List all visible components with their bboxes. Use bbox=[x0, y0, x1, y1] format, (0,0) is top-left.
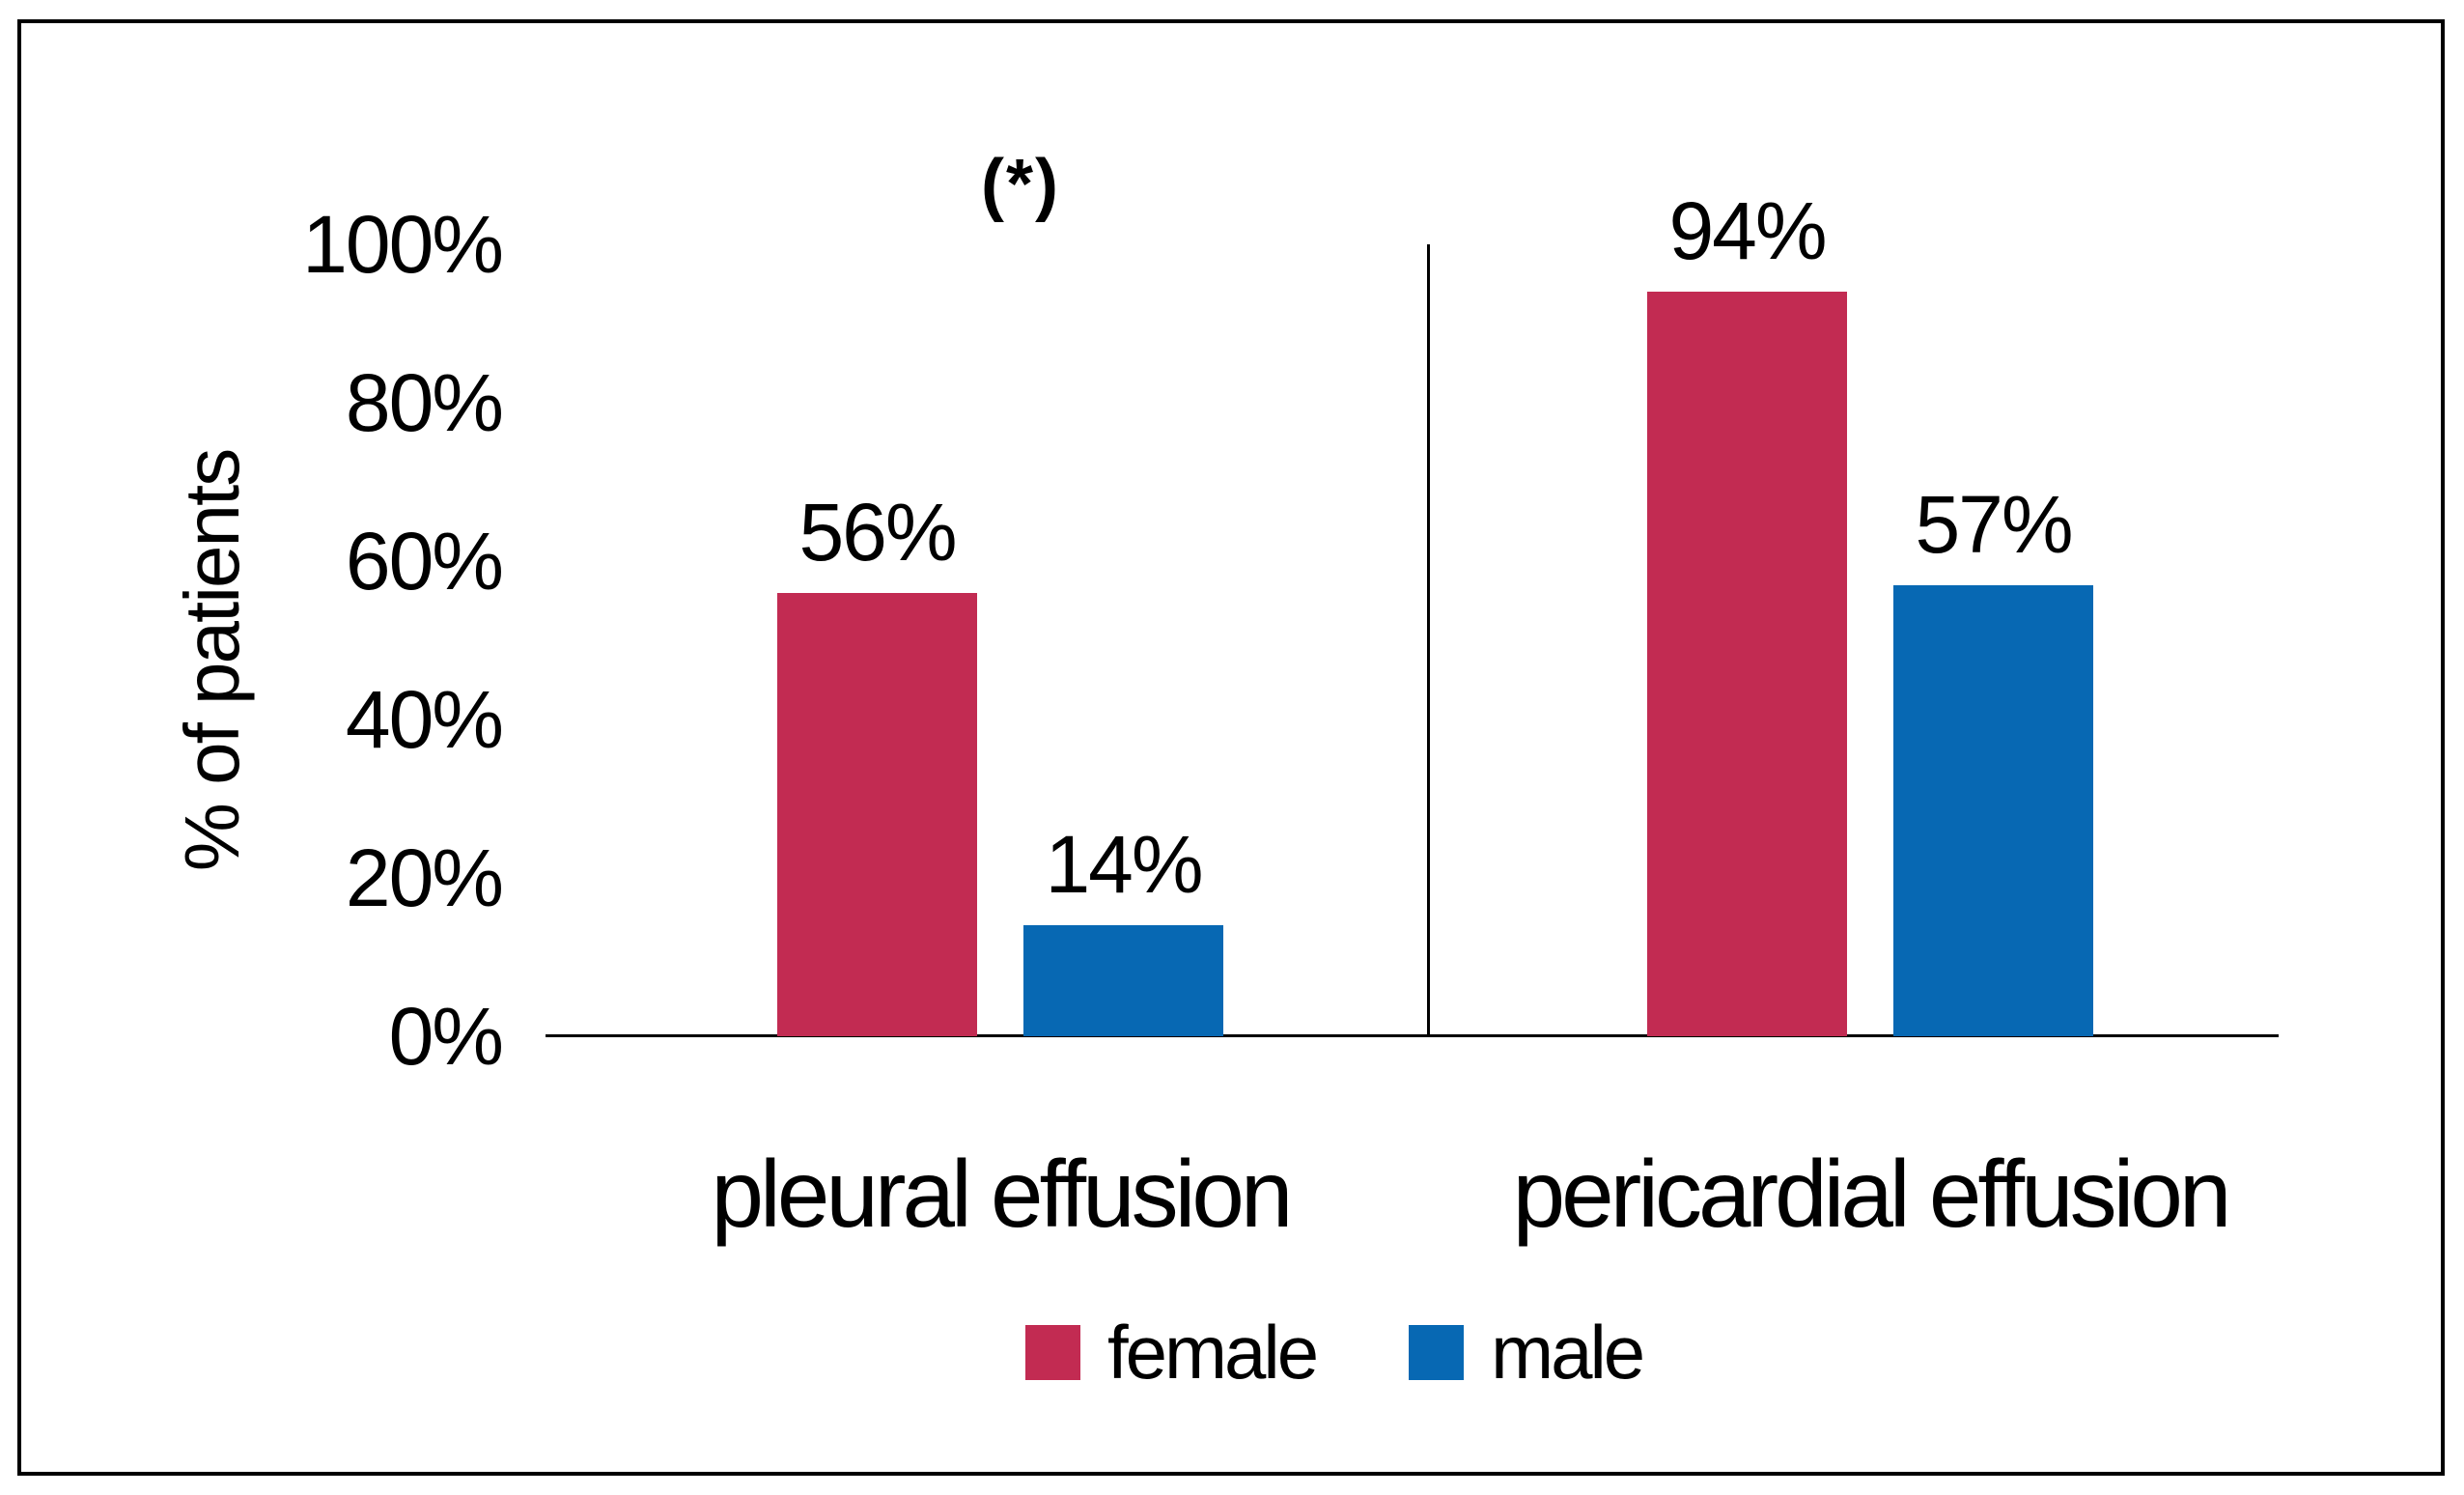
bar-group: 56% 14% bbox=[777, 244, 1223, 1036]
significance-annotation: (*) bbox=[981, 146, 1060, 223]
y-tick-label: 60% bbox=[345, 516, 504, 606]
legend: female male bbox=[1025, 1306, 1645, 1398]
legend-label: female bbox=[1107, 1309, 1319, 1395]
y-tick-label: 80% bbox=[345, 357, 504, 448]
y-tick-label: 100% bbox=[302, 199, 504, 290]
category-label: pericardial effusion bbox=[1512, 1141, 2232, 1247]
bar-value-label: 56% bbox=[798, 486, 957, 578]
legend-swatch-female bbox=[1025, 1324, 1080, 1380]
y-axis-title: % of patients bbox=[169, 449, 255, 872]
bar-female: 94% bbox=[1647, 185, 1847, 1036]
bar-value-label: 14% bbox=[1045, 819, 1203, 911]
y-tick-label: 20% bbox=[345, 832, 504, 923]
chart-border-frame bbox=[17, 19, 2445, 1476]
bar-value-label: 57% bbox=[1915, 478, 2073, 570]
legend-label: male bbox=[1491, 1309, 1645, 1395]
bar-group: 94% 57% bbox=[1647, 185, 2093, 1036]
x-axis-line bbox=[546, 1034, 2279, 1037]
legend-swatch-male bbox=[1409, 1324, 1465, 1380]
bar-value-label: 94% bbox=[1668, 185, 1827, 277]
group-separator-line bbox=[1427, 244, 1430, 1036]
category-label: pleural effusion bbox=[711, 1141, 1294, 1247]
bar-female: 56% bbox=[777, 487, 977, 1036]
bar-male: 14% bbox=[1023, 819, 1223, 1036]
y-tick-label: 40% bbox=[345, 674, 504, 765]
y-tick-label: 0% bbox=[388, 991, 504, 1082]
legend-item-female: female bbox=[1025, 1309, 1319, 1396]
legend-item-male: male bbox=[1409, 1309, 1645, 1396]
bar-male: 57% bbox=[1893, 479, 2093, 1036]
